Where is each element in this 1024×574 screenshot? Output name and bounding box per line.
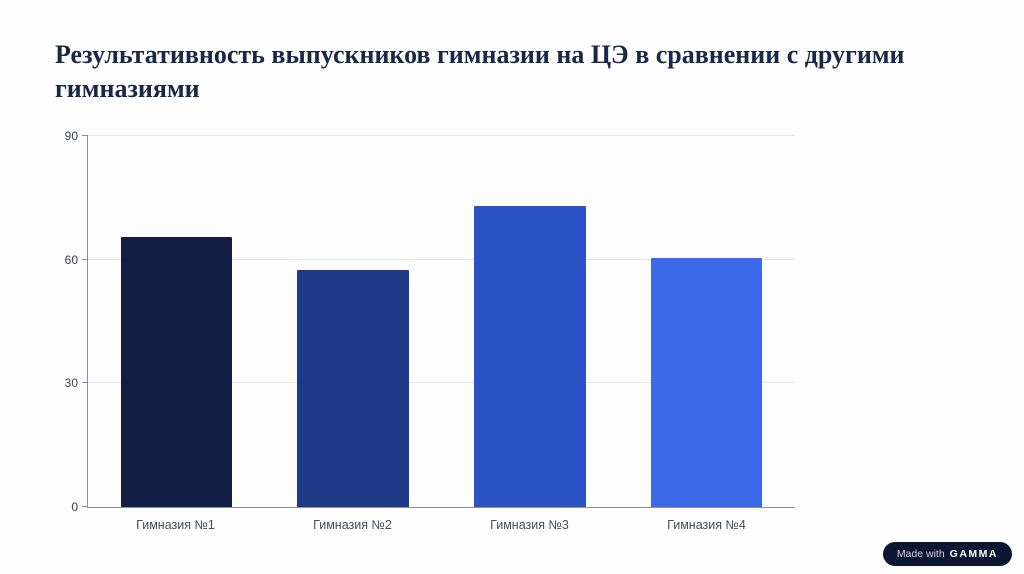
bar-Гимназия №1 <box>120 237 233 507</box>
y-axis-tick <box>82 135 88 136</box>
y-tick-label: 0 <box>71 500 78 514</box>
badge-prefix-label: Made with <box>896 548 945 560</box>
bars-container <box>88 136 795 507</box>
gridline <box>88 258 795 260</box>
bar-slot <box>88 136 265 507</box>
x-tick-label: Гимназия №2 <box>313 518 392 532</box>
x-tick-label: Гимназия №4 <box>667 518 746 532</box>
x-tick-label: Гимназия №1 <box>136 518 215 532</box>
bar-chart: 0 30 60 90 Гимназия №1 Гимназия №2 Гимназия №… <box>55 128 795 538</box>
page-title: Результативность выпускников гимназии на… <box>55 40 905 103</box>
y-tick-label: 60 <box>64 252 78 267</box>
plot-area: 0 30 60 90 <box>65 129 795 514</box>
y-axis-tick <box>82 258 88 260</box>
bar-Гимназия №4 <box>650 257 763 507</box>
bar-slot <box>442 136 619 507</box>
y-axis-tick <box>82 382 88 384</box>
x-axis-labels: Гимназия №1 Гимназия №2 Гимназия №3 Гимнази… <box>87 512 795 538</box>
gridline <box>88 135 795 136</box>
bar-Гимназия №2 <box>297 269 409 507</box>
gridline <box>88 382 795 384</box>
x-tick-label: Гимназия №3 <box>490 518 569 532</box>
gamma-logo: GAMMA <box>949 548 998 560</box>
y-tick-label: 90 <box>64 129 78 143</box>
bar-slot <box>618 136 795 507</box>
y-tick-label: 30 <box>64 376 78 391</box>
y-axis-tick <box>82 506 88 507</box>
bar-slot <box>265 136 442 507</box>
bar-Гимназия №3 <box>474 206 586 507</box>
made-with-gamma-badge[interactable]: Made with GAMMA <box>882 542 1012 566</box>
